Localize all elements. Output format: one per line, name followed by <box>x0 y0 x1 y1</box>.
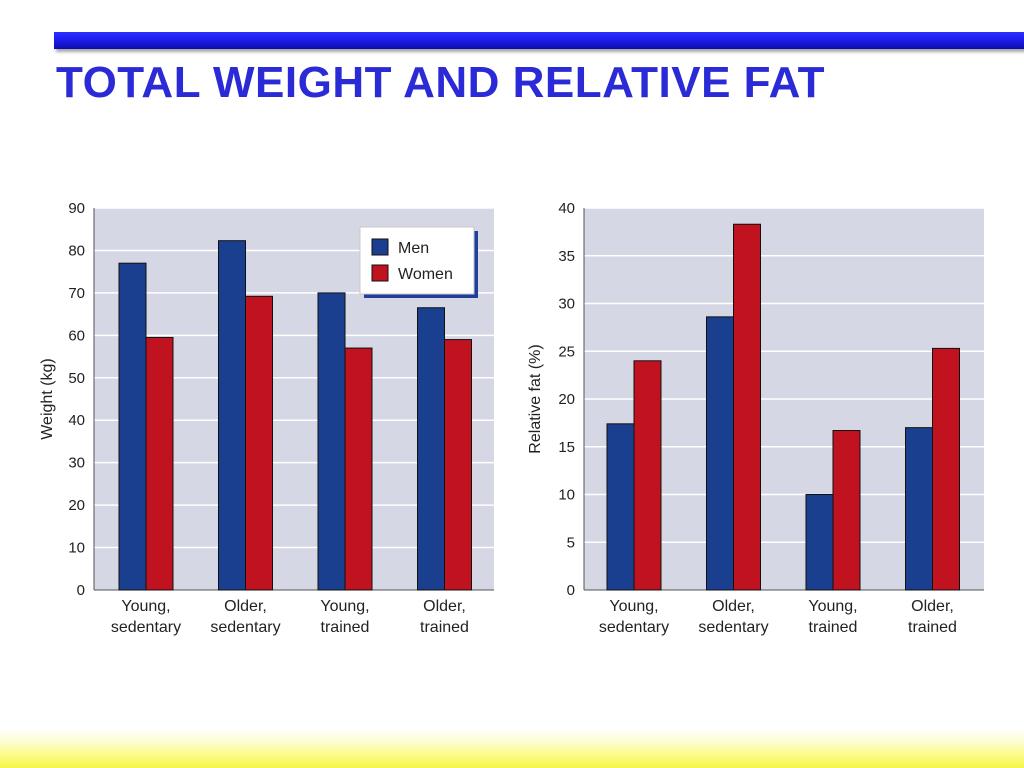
footer-gradient-band <box>0 728 1024 768</box>
women-bar <box>344 347 373 591</box>
x-category-label: Young, trained <box>808 598 857 636</box>
y-tick-label: 50 <box>68 370 85 387</box>
x-category-label: Older, sedentary <box>210 598 280 636</box>
legend-box <box>359 226 475 295</box>
y-tick-label: 80 <box>68 242 85 259</box>
y-tick-label: 70 <box>68 285 85 302</box>
y-tick-label: 60 <box>68 327 85 344</box>
x-category-label: Older, trained <box>908 598 957 636</box>
y-tick-label: 40 <box>558 200 575 217</box>
legend-swatch-men <box>371 238 389 256</box>
x-category-label: Young, sedentary <box>599 598 669 636</box>
women-bar <box>733 223 761 591</box>
men-bar <box>805 494 834 591</box>
y-tick-label: 40 <box>68 412 85 429</box>
men-bar <box>905 427 933 591</box>
women-bar <box>444 339 472 591</box>
men-bar <box>706 316 734 591</box>
legend-label: Men <box>398 240 429 257</box>
men-bar <box>317 292 346 591</box>
x-category-label: Older, trained <box>420 598 469 636</box>
x-category-label: Young, trained <box>320 598 369 636</box>
men-bar <box>417 307 445 591</box>
women-bar <box>832 430 861 591</box>
x-category-label: Young, sedentary <box>111 598 181 636</box>
men-bar <box>606 423 635 591</box>
men-bar <box>218 240 246 591</box>
legend-label: Women <box>398 266 453 283</box>
women-bar <box>245 295 273 591</box>
y-tick-label: 10 <box>558 487 575 504</box>
y-tick-label: 15 <box>558 439 575 456</box>
y-tick-label: 35 <box>558 248 575 265</box>
y-tick-label: 90 <box>68 200 85 217</box>
y-tick-label: 20 <box>558 391 575 408</box>
y-tick-label: 25 <box>558 343 575 360</box>
y-tick-label: 0 <box>567 582 575 599</box>
y-axis-label: Relative fat (%) <box>527 344 544 453</box>
y-tick-label: 0 <box>77 582 85 599</box>
y-tick-label: 30 <box>558 296 575 313</box>
y-tick-label: 10 <box>68 540 85 557</box>
slide-title: TOTAL WEIGHT AND RELATIVE FAT <box>56 58 825 107</box>
women-bar <box>145 336 174 591</box>
legend-swatch-women <box>371 264 389 282</box>
y-tick-label: 30 <box>68 455 85 472</box>
y-tick-label: 5 <box>567 534 575 551</box>
title-accent-bar <box>54 32 1024 49</box>
men-bar <box>118 262 147 591</box>
y-tick-label: 20 <box>68 497 85 514</box>
women-bar <box>633 360 662 591</box>
x-category-label: Older, sedentary <box>698 598 768 636</box>
women-bar <box>932 347 960 591</box>
y-axis-label: Weight (kg) <box>39 358 56 440</box>
